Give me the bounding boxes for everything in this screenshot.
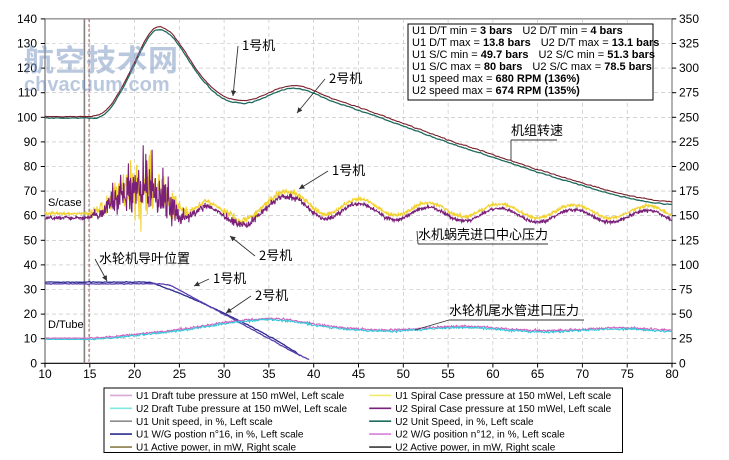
svg-text:45: 45 xyxy=(352,367,366,381)
svg-text:275: 275 xyxy=(679,86,699,100)
svg-text:U2 W/G position n°12, in %, Le: U2 W/G position n°12, in %, Left scale xyxy=(395,430,565,441)
svg-text:U2 S/C min = 51.3 bars: U2 S/C min = 51.3 bars xyxy=(539,49,655,61)
svg-text:75: 75 xyxy=(621,367,635,381)
svg-text:U1 D/T min = 3 bars: U1 D/T min = 3 bars xyxy=(412,25,512,37)
svg-text:125: 125 xyxy=(679,233,699,247)
svg-text:U1 Spiral Case pressure at 150: U1 Spiral Case pressure at 150 mWel, Lef… xyxy=(395,391,611,402)
svg-text:U2 S/C max = 78.5 bars: U2 S/C max = 78.5 bars xyxy=(532,61,652,73)
svg-text:1号机: 1号机 xyxy=(242,35,275,54)
svg-text:U2 Unit Speed, in %, Left scal: U2 Unit Speed, in %, Left scale xyxy=(395,417,534,428)
svg-text:U1 S/C min = 49.7 bars: U1 S/C min = 49.7 bars xyxy=(412,49,528,61)
svg-text:65: 65 xyxy=(531,367,545,381)
svg-text:40: 40 xyxy=(24,258,38,272)
svg-text:30: 30 xyxy=(24,283,38,297)
svg-text:水机蜗壳进口中心压力: 水机蜗壳进口中心压力 xyxy=(418,224,548,243)
svg-text:1号机: 1号机 xyxy=(213,268,246,287)
svg-text:25: 25 xyxy=(679,332,693,346)
svg-text:机组转速: 机组转速 xyxy=(511,120,563,139)
svg-text:140: 140 xyxy=(17,12,37,26)
svg-text:U2 Draft Tube pressure at 150: U2 Draft Tube pressure at 150 mWel, Left… xyxy=(136,404,347,415)
svg-text:20: 20 xyxy=(24,307,38,321)
svg-text:U2 D/T min = 4 bars: U2 D/T min = 4 bars xyxy=(522,25,622,37)
svg-text:U2 D/T max = 13.1 bars: U2 D/T max = 13.1 bars xyxy=(541,37,660,49)
svg-text:80: 80 xyxy=(665,367,679,381)
svg-text:1号机: 1号机 xyxy=(332,160,365,179)
svg-text:75: 75 xyxy=(679,283,693,297)
svg-text:175: 175 xyxy=(679,184,699,198)
svg-text:U1 S/C max = 80 bars: U1 S/C max = 80 bars xyxy=(412,61,522,73)
svg-text:80: 80 xyxy=(24,160,38,174)
svg-text:90: 90 xyxy=(24,135,38,149)
svg-text:0: 0 xyxy=(679,356,686,370)
svg-text:U1 W/G postion n°16, in %, Lef: U1 W/G postion n°16, in %, Left scale xyxy=(136,430,304,441)
svg-text:70: 70 xyxy=(24,184,38,198)
svg-text:U1 Draft tube pressure at 150: U1 Draft tube pressure at 150 mWel, Left… xyxy=(136,391,345,402)
svg-text:S/case: S/case xyxy=(48,197,82,209)
svg-text:35: 35 xyxy=(262,367,276,381)
svg-text:60: 60 xyxy=(486,367,500,381)
svg-text:30: 30 xyxy=(217,367,231,381)
svg-text:250: 250 xyxy=(679,110,699,124)
svg-text:U1 Unit speed, in %, Left scal: U1 Unit speed, in %, Left scale xyxy=(136,417,273,428)
svg-text:150: 150 xyxy=(679,209,699,223)
svg-text:200: 200 xyxy=(679,160,699,174)
svg-text:100: 100 xyxy=(17,110,37,124)
svg-text:20: 20 xyxy=(128,367,142,381)
svg-text:25: 25 xyxy=(173,367,187,381)
svg-text:40: 40 xyxy=(307,367,321,381)
svg-text:60: 60 xyxy=(24,209,38,223)
svg-text:chvacuum.com: chvacuum.com xyxy=(24,74,170,96)
svg-text:300: 300 xyxy=(679,61,699,75)
svg-text:D/Tube: D/Tube xyxy=(48,319,84,331)
svg-text:水轮机导叶位置: 水轮机导叶位置 xyxy=(99,248,190,267)
svg-text:100: 100 xyxy=(679,258,699,272)
svg-text:U1 D/T max = 13.8 bars: U1 D/T max = 13.8 bars xyxy=(412,37,531,49)
svg-text:2号机: 2号机 xyxy=(259,245,292,264)
svg-text:2号机: 2号机 xyxy=(255,285,288,304)
svg-text:50: 50 xyxy=(679,307,693,321)
svg-text:325: 325 xyxy=(679,37,699,51)
svg-text:55: 55 xyxy=(441,367,455,381)
svg-text:50: 50 xyxy=(397,367,411,381)
svg-text:350: 350 xyxy=(679,12,699,26)
svg-text:0: 0 xyxy=(30,356,37,370)
svg-text:U2 speed max = 674 RPM (135%): U2 speed max = 674 RPM (135%) xyxy=(412,85,580,97)
svg-text:10: 10 xyxy=(24,332,38,346)
svg-text:70: 70 xyxy=(576,367,590,381)
svg-text:225: 225 xyxy=(679,135,699,149)
svg-text:U2 Active power, in mW, Right: U2 Active power, in mW, Right scale xyxy=(395,443,556,454)
svg-text:15: 15 xyxy=(83,367,97,381)
svg-text:50: 50 xyxy=(24,233,38,247)
svg-text:2号机: 2号机 xyxy=(329,68,362,87)
svg-text:U1 speed max = 680 RPM (136%): U1 speed max = 680 RPM (136%) xyxy=(412,73,580,85)
svg-text:10: 10 xyxy=(38,367,52,381)
svg-text:U1 Active power, in mW, Right: U1 Active power, in mW, Right scale xyxy=(136,443,297,454)
svg-text:水轮机尾水管进口压力: 水轮机尾水管进口压力 xyxy=(449,300,579,319)
svg-text:U2 Spiral Case pressure at 150: U2 Spiral Case pressure at 150 mWel, Lef… xyxy=(395,404,611,415)
